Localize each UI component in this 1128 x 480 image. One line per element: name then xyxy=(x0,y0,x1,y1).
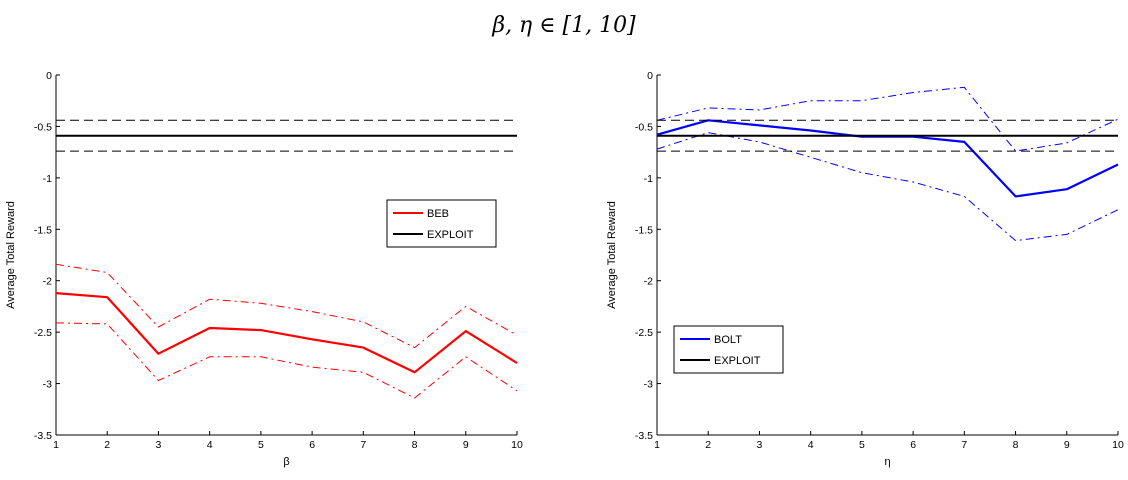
y-tick-label: -3.5 xyxy=(34,430,52,442)
y-tick-label: -2 xyxy=(644,276,653,288)
y-tick-label: -2 xyxy=(43,276,52,288)
bolt-series-line xyxy=(656,119,1119,198)
y-tick-label: 0 xyxy=(647,70,653,82)
x-tick-label: 7 xyxy=(961,439,967,451)
x-tick-label: 3 xyxy=(156,439,162,451)
x-tick-label: 2 xyxy=(104,439,110,451)
y-axis-label: Average Total Reward xyxy=(5,201,17,309)
x-axis-label: β xyxy=(283,456,289,468)
x-tick-label: 4 xyxy=(808,439,814,451)
legend-box xyxy=(673,325,784,374)
legend: BEB EXPLOIT xyxy=(386,199,497,248)
y-axis-label: Average Total Reward xyxy=(606,201,618,309)
legend-label: EXPLOIT xyxy=(714,355,761,367)
x-axis-label: η xyxy=(884,456,890,468)
beb-series-line xyxy=(55,292,518,374)
x-tick-label: 6 xyxy=(910,439,916,451)
legend-label: EXPLOIT xyxy=(427,229,474,241)
y-tick-label: -1.5 xyxy=(635,224,653,236)
y-tick-label: -2.5 xyxy=(635,327,653,339)
x-tick-label: 4 xyxy=(207,439,213,451)
chart-panel-2: 1 2 3 4 5 6 7 8 9 10 0 -0.5 -1 -1.5 -2 -2.5 -3 -3.5 η Avera… xyxy=(606,70,1124,468)
x-tick-label: 1 xyxy=(654,439,660,451)
legend-label: BOLT xyxy=(714,334,742,346)
legend: BOLT EXPLOIT xyxy=(673,325,784,374)
ci-bound-series-line xyxy=(656,86,1119,152)
x-tick-label: 10 xyxy=(511,439,523,451)
x-tick-label: 7 xyxy=(360,439,366,451)
y-tick-label: -3.5 xyxy=(635,430,653,442)
x-tick-label: 9 xyxy=(463,439,469,451)
x-tick-label: 8 xyxy=(412,439,418,451)
legend-label: BEB xyxy=(427,208,449,220)
y-tick-label: -0.5 xyxy=(34,121,52,133)
x-tick-label: 5 xyxy=(258,439,264,451)
x-tick-label: 8 xyxy=(1013,439,1019,451)
figure-title: β, η ∈ [1, 10] xyxy=(491,13,636,38)
x-tick-label: 2 xyxy=(705,439,711,451)
y-tick-label: -1.5 xyxy=(34,224,52,236)
y-tick-label: -1 xyxy=(644,173,653,185)
x-tick-label: 9 xyxy=(1064,439,1070,451)
y-tick-label: 0 xyxy=(46,70,52,82)
y-tick-label: -3 xyxy=(644,379,653,391)
y-tick-label: -3 xyxy=(43,379,52,391)
ci-bound-series-line xyxy=(656,132,1119,242)
y-tick-label: -2.5 xyxy=(34,327,52,339)
x-tick-label: 3 xyxy=(757,439,763,451)
y-tick-label: -1 xyxy=(43,173,52,185)
x-tick-label: 5 xyxy=(859,439,865,451)
x-tick-label: 10 xyxy=(1112,439,1124,451)
y-tick-label: -0.5 xyxy=(635,121,653,133)
x-tick-label: 6 xyxy=(309,439,315,451)
x-tick-label: 1 xyxy=(53,439,59,451)
chart-panel-1: 1 2 3 4 5 6 7 8 9 10 0 -0.5 -1 -1.5 -2 -2.5 -3 -3.5 β Avera… xyxy=(5,70,523,468)
legend-box xyxy=(386,199,497,248)
